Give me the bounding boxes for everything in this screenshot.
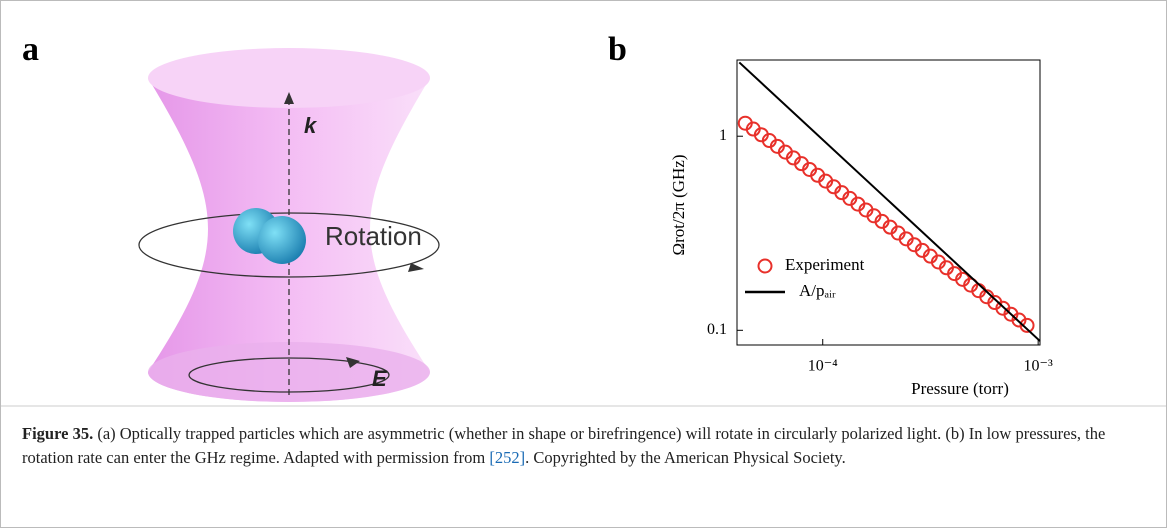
panel-label: a [22,31,39,68]
y-axis-label: Ωrot/2π (GHz) [669,155,688,256]
arrow-label: k [304,113,318,138]
data-point [1019,317,1035,333]
x-axis-label: Pressure (torr) [911,379,1009,398]
y-tick-label: 0.1 [707,321,727,338]
caption-label: Figure 35. [22,424,94,443]
x-tick-label: 10⁻³ [1024,358,1053,375]
plot-frame [736,59,1041,346]
caption-reference[interactable]: [252] [489,448,526,467]
panel-label: b [608,31,627,68]
caption-text: . Copyrighted by the American Physical S… [525,448,846,467]
caption: Figure 35. (a) Optically trapped particl… [22,422,1142,470]
legend-swatch [757,258,773,274]
x-tick-label: 10⁻⁴ [808,358,838,375]
rotation-label: Rotation [325,221,422,251]
y-tick-label: 1 [719,127,727,144]
field-label: E [372,366,388,391]
legend-label: Experiment [785,255,865,274]
fit-line [738,61,1041,342]
legend-label: A/pₐᵢᵣ [799,281,836,300]
beam-diagram [138,48,440,402]
caption-text: (a) Optically trapped particles which ar… [22,424,1106,467]
